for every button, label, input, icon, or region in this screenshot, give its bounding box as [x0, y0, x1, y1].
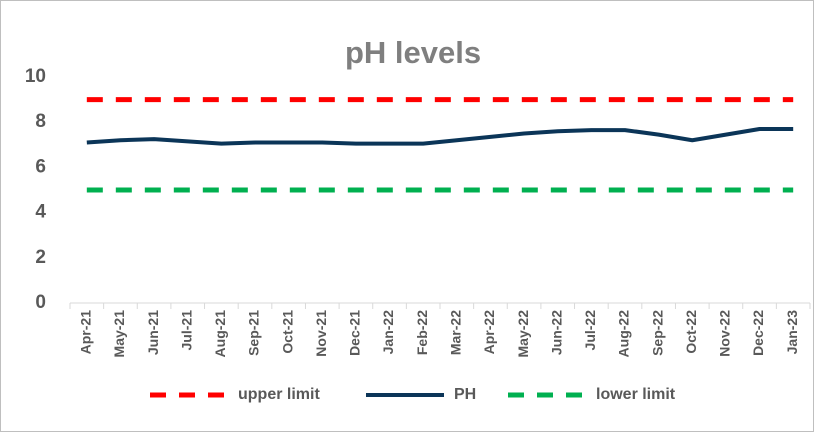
- chart-title: pH levels: [345, 35, 481, 70]
- x-tick-label: Oct-22: [683, 310, 699, 354]
- x-tick-label: Jul-21: [178, 310, 194, 351]
- x-tick-label: Dec-22: [750, 310, 766, 356]
- legend-label: upper limit: [238, 386, 320, 403]
- x-tick-label: Apr-21: [78, 310, 94, 355]
- x-tick-label: Feb-22: [414, 310, 430, 355]
- legend-label: lower limit: [596, 386, 676, 403]
- y-tick-label: 0: [35, 292, 46, 313]
- x-tick-label: Jun-22: [548, 310, 564, 355]
- y-tick-label: 4: [35, 202, 46, 223]
- x-tick-label: Aug-22: [616, 310, 632, 358]
- x-tick-label: May-22: [515, 310, 531, 358]
- y-tick-label: 10: [25, 66, 46, 87]
- y-tick-label: 8: [35, 111, 46, 132]
- x-tick-label: Mar-22: [448, 310, 464, 355]
- x-tick-label: Oct-21: [279, 310, 295, 354]
- x-tick-label: Apr-22: [481, 310, 497, 355]
- legend-label: PH: [454, 386, 476, 403]
- x-tick-label: Jun-21: [145, 310, 161, 355]
- x-tick-label: Jan-22: [380, 310, 396, 355]
- x-tick-label: Nov-21: [313, 310, 329, 357]
- x-tick-label: Nov-22: [717, 310, 733, 357]
- y-tick-label: 2: [35, 247, 46, 268]
- x-tick-label: Dec-21: [347, 310, 363, 356]
- x-tick-label: Sep-21: [246, 310, 262, 356]
- x-tick-label: May-21: [111, 310, 127, 358]
- x-tick-label: Jan-23: [784, 310, 800, 355]
- y-tick-label: 6: [35, 156, 46, 177]
- x-tick-label: Jul-22: [582, 310, 598, 351]
- x-tick-label: Aug-21: [212, 310, 228, 358]
- x-tick-label: Sep-22: [649, 310, 665, 356]
- series-line: [86, 126, 794, 146]
